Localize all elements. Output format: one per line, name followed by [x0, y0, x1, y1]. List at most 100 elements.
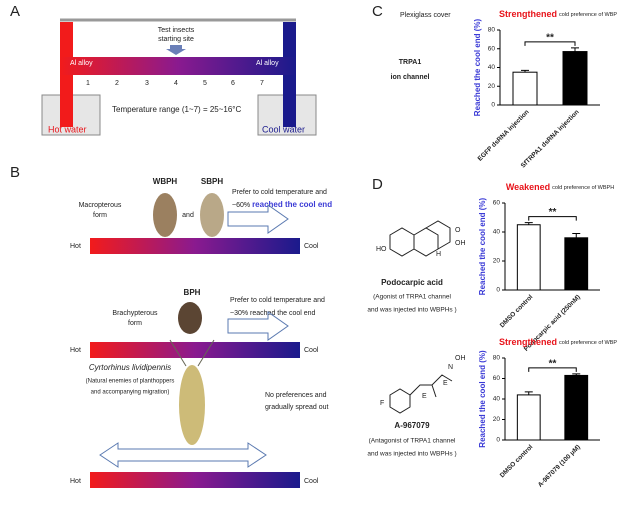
x-tick-label: DMSO control	[499, 294, 535, 330]
hot: Hot	[70, 478, 81, 485]
y-tick-label: 60	[488, 45, 496, 52]
chart-title: Strengthened cold preference of WBPH	[499, 337, 617, 347]
gradient-bar	[60, 57, 296, 75]
atom: O	[455, 227, 461, 234]
form: Macropterous	[79, 202, 122, 209]
bar	[512, 71, 538, 106]
significance: **	[549, 207, 557, 218]
y-tick-label: 40	[493, 229, 501, 236]
result: No preferences and	[265, 392, 327, 399]
species: Cyrtorhinus lividipennis	[89, 363, 171, 372]
result: Prefer to cold temperature and	[230, 297, 325, 304]
compound-name: Podocarpic acid	[381, 278, 443, 287]
insect	[179, 365, 205, 445]
compound-name: A-967079	[394, 421, 430, 430]
cool: Cool	[304, 347, 319, 354]
double-arrow	[99, 442, 267, 468]
y-tick-label: 40	[493, 396, 501, 403]
panel-label: A	[10, 3, 20, 20]
y-tick-label: 40	[488, 64, 496, 71]
note: (Agonist of TRPA1 channel	[373, 294, 451, 301]
arrow	[227, 311, 289, 341]
and: and	[182, 212, 194, 219]
y-tick-label: 20	[493, 258, 501, 265]
y-tick-label: 80	[488, 27, 496, 34]
error-bar	[521, 69, 529, 73]
y-tick-label: 20	[488, 83, 496, 90]
atom: OH	[455, 355, 466, 362]
title-rest: cold preference of WBPH	[559, 12, 617, 18]
result: gradually spread out	[265, 404, 328, 411]
note: (Natural enemies of planthoppers	[86, 379, 175, 385]
atom: N	[448, 364, 453, 371]
cover-label: Plexiglass cover	[400, 12, 451, 19]
title-emphasis: Strengthened	[499, 337, 557, 347]
x-tick-label: EGFP dsRNA injection	[477, 109, 531, 163]
significance: **	[546, 32, 554, 43]
atom: OH	[455, 240, 466, 247]
chart-title: Weakened cold preference of WBPH	[506, 182, 614, 192]
note: (Antagonist of TRPA1 channel	[369, 438, 456, 445]
significance: **	[549, 359, 557, 370]
y-tick-label: 20	[493, 416, 501, 423]
atom: F	[380, 400, 384, 407]
structure	[389, 220, 451, 257]
y-tick-label: 0	[491, 102, 495, 109]
hot: Hot	[70, 243, 81, 250]
error-bar	[524, 391, 533, 395]
cool: Cool	[304, 243, 319, 250]
note: and accompanying migration)	[91, 390, 170, 396]
y-tick-label: 60	[493, 200, 501, 207]
note: and was injected into WBPHs )	[367, 307, 456, 314]
bar	[564, 237, 589, 291]
cool-label: Cool water	[262, 124, 305, 134]
species: BPH	[184, 288, 201, 297]
result: ~60% reached the cool end	[232, 200, 332, 209]
significance-bracket	[524, 41, 576, 46]
alloy-label: Al alloy	[70, 60, 93, 67]
start-label: starting site	[158, 36, 194, 43]
start-arrow	[166, 45, 186, 55]
panel-label: D	[372, 176, 383, 193]
site-number: 3	[145, 80, 149, 87]
title-emphasis: Strengthened	[499, 9, 557, 19]
atom: E	[422, 393, 427, 400]
error-bar	[572, 373, 581, 376]
y-tick-label: 0	[496, 437, 500, 444]
y-axis-label: Reached the cool end (%)	[478, 350, 487, 448]
title-rest: cold preference of WBPH	[552, 185, 614, 191]
site-number: 7	[260, 80, 264, 87]
bar	[516, 224, 541, 291]
arrow	[227, 204, 289, 234]
atom: E	[443, 380, 448, 387]
hot-label: Hot water	[48, 124, 87, 134]
title-rest: cold preference of WBPH	[559, 340, 617, 346]
bar	[564, 374, 589, 441]
site-number: 2	[115, 80, 119, 87]
error-bar	[524, 222, 533, 225]
site-number: 4	[174, 80, 178, 87]
result: Prefer to cold temperature and	[232, 189, 327, 196]
target: ion channel	[391, 74, 430, 81]
antenna	[197, 339, 215, 367]
highlight: reached the cool end	[252, 200, 332, 209]
gradient-bar	[90, 472, 300, 488]
error-bar	[572, 232, 581, 238]
form: form	[93, 212, 107, 219]
panel-label: B	[10, 164, 20, 181]
atom: H	[436, 251, 441, 258]
gradient-bar	[90, 342, 300, 358]
atom: HO	[376, 246, 387, 253]
y-tick-label: 60	[493, 375, 501, 382]
form: Brachypterous	[112, 310, 158, 317]
x-tick-label: A-967079 (100 μM)	[537, 444, 582, 489]
y-tick-label: 0	[496, 287, 500, 294]
note: and was injected into WBPHs )	[367, 451, 456, 458]
x-tick-label: DMSO control	[499, 444, 535, 480]
panel-label: C	[372, 3, 383, 20]
error-bar	[571, 47, 579, 52]
site-number: 5	[203, 80, 207, 87]
chart-title: Strengthened cold preference of WBPH	[499, 9, 617, 19]
insect	[178, 302, 202, 334]
